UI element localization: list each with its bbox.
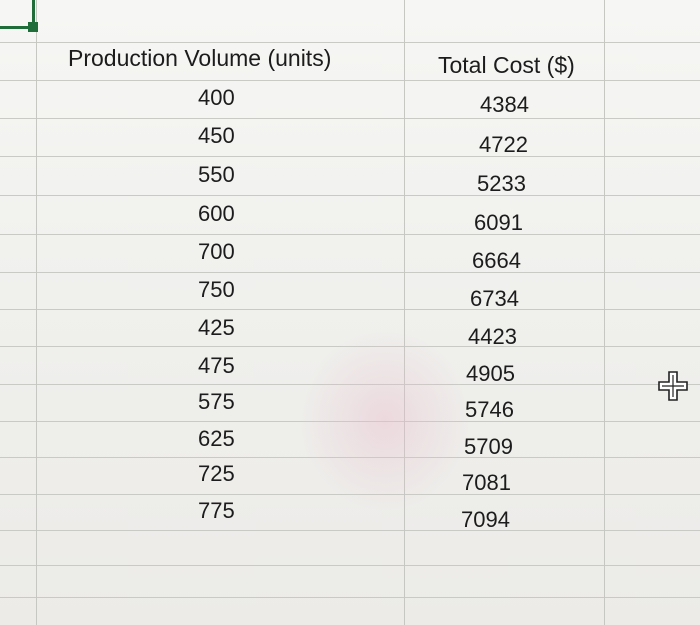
cell-volume[interactable]: 475	[198, 353, 235, 378]
glare	[300, 330, 470, 510]
column-header-production-volume[interactable]: Production Volume (units)	[68, 45, 332, 71]
row-gridline	[0, 195, 700, 196]
cell-volume[interactable]: 425	[198, 315, 235, 340]
row-gridline	[0, 80, 700, 81]
cell-cost[interactable]: 6734	[470, 286, 519, 311]
move-cross-icon	[658, 371, 688, 401]
cell-cost[interactable]: 5746	[465, 397, 514, 422]
column-gridline	[36, 0, 37, 625]
column-gridline	[404, 0, 405, 625]
row-gridline	[0, 384, 700, 385]
row-gridline	[0, 272, 700, 273]
cell-volume[interactable]: 600	[198, 201, 235, 226]
cell-cost[interactable]: 5709	[464, 434, 513, 459]
row-gridline	[0, 309, 700, 310]
cell-cost[interactable]: 7081	[462, 470, 511, 495]
row-gridline	[0, 234, 700, 235]
row-gridline	[0, 156, 700, 157]
cell-volume[interactable]: 450	[198, 123, 235, 148]
selection-border	[0, 26, 32, 29]
row-gridline	[0, 346, 700, 347]
row-gridline	[0, 530, 700, 531]
row-gridline	[0, 421, 700, 422]
row-gridline	[0, 42, 700, 43]
cell-volume[interactable]: 700	[198, 239, 235, 264]
row-gridline	[0, 118, 700, 119]
row-gridline	[0, 494, 700, 495]
column-gridline	[604, 0, 605, 625]
cell-volume[interactable]: 625	[198, 426, 235, 451]
selection-border	[32, 0, 35, 26]
cell-volume[interactable]: 725	[198, 461, 235, 486]
cell-cost[interactable]: 6664	[472, 248, 521, 273]
row-gridline	[0, 565, 700, 566]
cell-cost[interactable]: 4384	[480, 92, 529, 117]
cell-volume[interactable]: 775	[198, 498, 235, 523]
column-header-total-cost[interactable]: Total Cost ($)	[438, 52, 575, 78]
fill-handle[interactable]	[28, 22, 38, 32]
cell-cost[interactable]: 4722	[479, 132, 528, 157]
cell-volume[interactable]: 550	[198, 162, 235, 187]
cell-cost[interactable]: 4905	[466, 361, 515, 386]
cell-cost[interactable]: 4423	[468, 324, 517, 349]
cell-cost[interactable]: 6091	[474, 210, 523, 235]
row-gridline	[0, 457, 700, 458]
cell-volume[interactable]: 575	[198, 389, 235, 414]
cell-volume[interactable]: 400	[198, 85, 235, 110]
row-gridline	[0, 597, 700, 598]
cell-cost[interactable]: 5233	[477, 171, 526, 196]
cell-volume[interactable]: 750	[198, 277, 235, 302]
cell-cost[interactable]: 7094	[461, 507, 510, 532]
